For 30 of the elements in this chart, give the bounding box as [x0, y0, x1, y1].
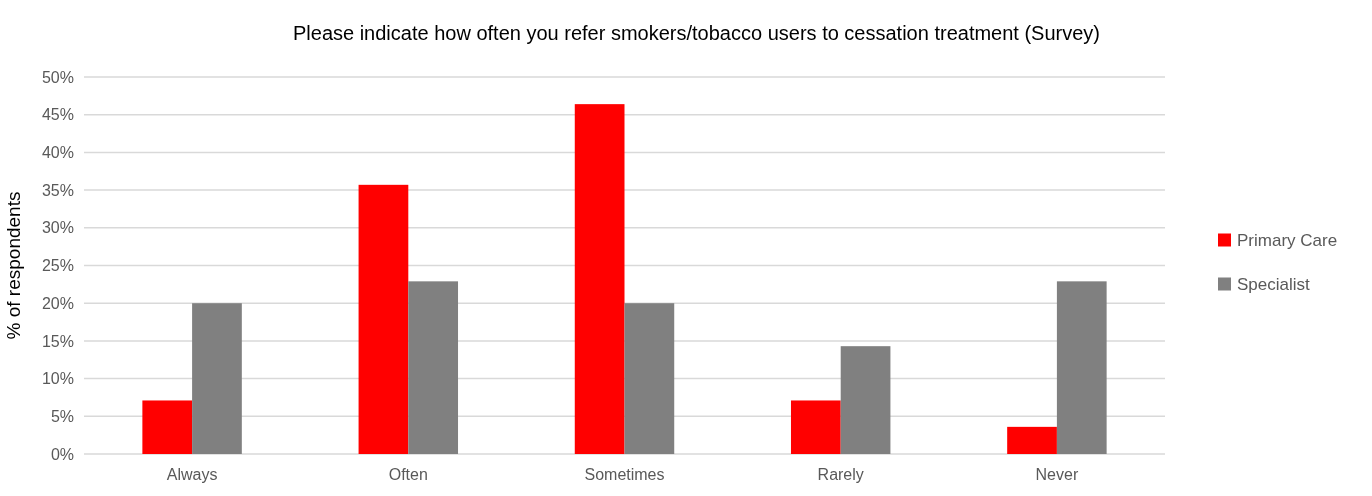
x-tick-label: Always [166, 466, 218, 483]
bar [790, 400, 841, 454]
bar [840, 346, 891, 454]
legend-label: Specialist [1237, 275, 1311, 295]
y-tick-label: 5% [50, 407, 74, 425]
bar [192, 303, 242, 454]
y-tick-label: 50% [41, 68, 74, 86]
y-tick-label: 35% [41, 181, 74, 199]
bar [624, 303, 675, 454]
y-tick-label: 25% [41, 257, 74, 275]
y-tick-label: 0% [50, 445, 74, 463]
x-tick-label: Sometimes [584, 466, 665, 483]
y-tick-label: 20% [41, 294, 74, 312]
bar [358, 184, 409, 454]
y-tick-label: 15% [41, 332, 74, 350]
y-tick-label: 10% [41, 370, 74, 388]
bar [574, 104, 625, 454]
y-tick-label: 30% [41, 219, 74, 237]
bar [142, 400, 193, 454]
bar [1056, 281, 1107, 454]
bar [1007, 426, 1057, 454]
x-tick-label: Never [1035, 466, 1079, 483]
chart-title: Please indicate how often you refer smokers/tobacco users to cessation treatment (Survey) [292, 22, 1101, 44]
legend-label: Primary Care [1237, 231, 1338, 251]
x-tick-label: Rarely [817, 466, 864, 483]
y-tick-label: 40% [41, 144, 74, 161]
x-tick-label: Often [388, 466, 428, 483]
bar [408, 281, 459, 454]
y-axis-title: % of respondents [3, 191, 24, 340]
y-tick-label: 45% [41, 106, 74, 124]
